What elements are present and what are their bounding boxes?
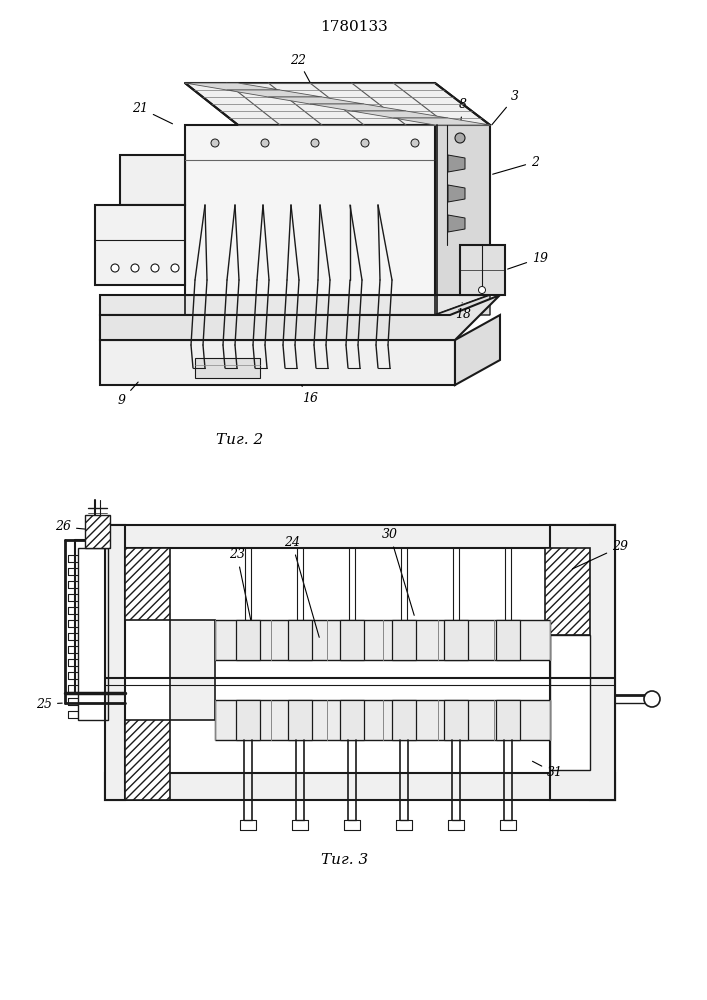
Polygon shape [236, 700, 260, 740]
Polygon shape [448, 215, 465, 232]
Text: 22: 22 [290, 53, 310, 84]
Text: 8: 8 [459, 99, 467, 124]
Polygon shape [288, 700, 312, 740]
Polygon shape [550, 525, 615, 800]
Circle shape [361, 139, 369, 147]
Polygon shape [310, 104, 406, 111]
Text: 1780133: 1780133 [320, 20, 388, 34]
Polygon shape [85, 515, 110, 548]
Circle shape [455, 133, 465, 143]
Polygon shape [170, 620, 215, 720]
Polygon shape [95, 205, 185, 285]
Text: 2: 2 [493, 155, 539, 174]
Text: 9: 9 [118, 382, 138, 406]
Circle shape [479, 286, 486, 294]
Circle shape [131, 264, 139, 272]
Polygon shape [455, 315, 500, 385]
Text: 21: 21 [132, 102, 173, 124]
Text: 16: 16 [302, 385, 318, 404]
Polygon shape [100, 295, 490, 315]
Text: 31: 31 [532, 761, 563, 780]
Polygon shape [105, 773, 615, 800]
Text: 30: 30 [382, 528, 414, 615]
Polygon shape [195, 358, 260, 378]
Circle shape [644, 691, 660, 707]
Polygon shape [269, 97, 364, 104]
Polygon shape [550, 635, 590, 770]
Text: Τиг. 3: Τиг. 3 [322, 853, 368, 867]
Text: 26: 26 [55, 520, 92, 534]
Polygon shape [215, 700, 550, 740]
Polygon shape [351, 111, 448, 118]
Polygon shape [105, 525, 125, 800]
Circle shape [411, 139, 419, 147]
Polygon shape [392, 620, 416, 660]
Polygon shape [444, 700, 468, 740]
Circle shape [111, 264, 119, 272]
Polygon shape [393, 118, 490, 125]
Polygon shape [590, 525, 615, 800]
Polygon shape [340, 620, 364, 660]
Polygon shape [545, 548, 590, 635]
Text: 25: 25 [36, 698, 62, 710]
Circle shape [311, 139, 319, 147]
Polygon shape [100, 278, 490, 315]
Polygon shape [340, 700, 364, 740]
Polygon shape [185, 125, 435, 295]
Text: 24: 24 [284, 536, 320, 637]
Polygon shape [392, 700, 416, 740]
Circle shape [171, 264, 179, 272]
Polygon shape [435, 125, 490, 295]
Text: 18: 18 [455, 303, 471, 322]
Polygon shape [120, 155, 185, 205]
Circle shape [151, 264, 159, 272]
Polygon shape [227, 90, 322, 97]
Text: 3: 3 [492, 91, 519, 125]
Polygon shape [125, 720, 170, 800]
Polygon shape [185, 83, 490, 125]
Polygon shape [444, 620, 468, 660]
Polygon shape [288, 620, 312, 660]
Polygon shape [448, 155, 465, 172]
Polygon shape [215, 620, 550, 660]
Polygon shape [105, 525, 615, 548]
Text: 19: 19 [508, 251, 548, 269]
Polygon shape [185, 83, 280, 90]
Polygon shape [100, 295, 500, 340]
Text: Τиг. 2: Τиг. 2 [216, 433, 264, 447]
Text: 23: 23 [229, 548, 255, 637]
Text: 29: 29 [573, 540, 628, 569]
Circle shape [211, 139, 219, 147]
Polygon shape [460, 245, 505, 295]
Polygon shape [496, 620, 520, 660]
Polygon shape [496, 700, 520, 740]
Polygon shape [448, 185, 465, 202]
Polygon shape [125, 548, 170, 620]
Circle shape [261, 139, 269, 147]
Polygon shape [236, 620, 260, 660]
Polygon shape [100, 340, 455, 385]
